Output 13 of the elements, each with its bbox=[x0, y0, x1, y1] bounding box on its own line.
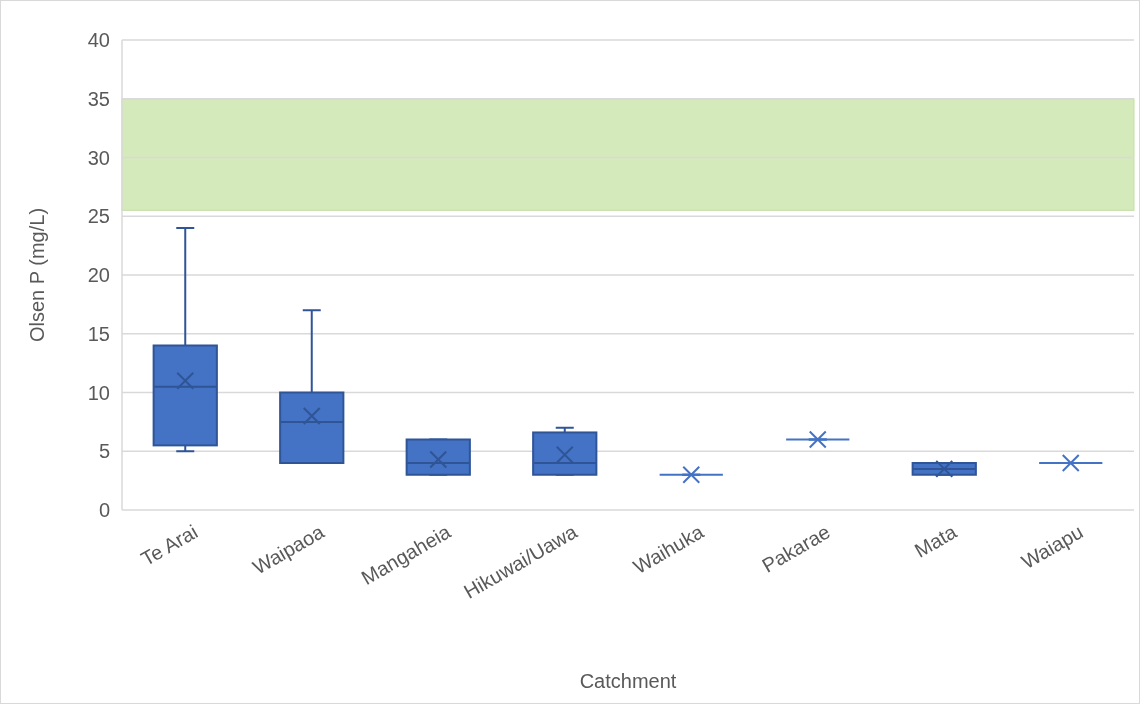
y-tick-label: 25 bbox=[87, 205, 110, 228]
x-axis-title: Catchment bbox=[579, 670, 677, 692]
y-tick-label: 35 bbox=[87, 87, 110, 110]
y-tick-label: 10 bbox=[87, 381, 110, 404]
y-tick-label: 0 bbox=[98, 499, 110, 521]
y-axis-title: Olsen P (mg/L) bbox=[26, 207, 48, 343]
y-tick-label: 5 bbox=[98, 440, 110, 463]
y-tick-label: 20 bbox=[87, 264, 110, 286]
x-tick-label: Mata bbox=[910, 519, 961, 562]
y-tick-label: 15 bbox=[87, 322, 110, 345]
y-tick-label: 30 bbox=[87, 146, 110, 169]
y-tick-label: 40 bbox=[87, 29, 110, 51]
x-tick-label: Te Arai bbox=[137, 520, 202, 571]
